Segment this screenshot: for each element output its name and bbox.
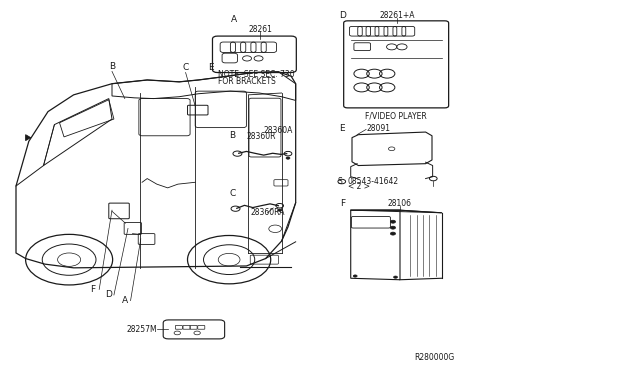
Text: F: F [340,199,345,208]
Polygon shape [26,135,31,141]
Text: 28257M: 28257M [126,325,157,334]
Text: A: A [230,15,237,24]
Circle shape [286,157,290,159]
Text: 28360RA: 28360RA [250,208,285,217]
Text: < 2 >: < 2 > [348,182,369,191]
Text: A: A [122,296,129,305]
Text: E: E [340,124,345,133]
Text: S: S [338,177,342,186]
Text: NOTE: SEE SEC. 730: NOTE: SEE SEC. 730 [218,70,294,79]
Text: D: D [339,11,346,20]
Text: 28261+A: 28261+A [379,11,415,20]
Circle shape [278,209,282,211]
Text: C: C [182,63,189,72]
Text: 28106: 28106 [388,199,412,208]
Circle shape [390,226,396,229]
Text: D: D [106,291,112,299]
Circle shape [390,220,396,223]
Text: FOR BRACKETS: FOR BRACKETS [218,77,275,86]
Text: C: C [229,189,236,198]
Text: 08543-41642: 08543-41642 [348,177,399,186]
Text: R280000G: R280000G [415,353,455,362]
Text: B: B [229,131,236,140]
Circle shape [390,232,396,235]
Circle shape [353,275,357,277]
Text: 28360A: 28360A [264,126,293,135]
Text: F: F [90,285,95,294]
Text: 28360R: 28360R [246,132,276,141]
Circle shape [394,276,397,278]
Text: B: B [109,62,115,71]
Text: 28091: 28091 [366,124,390,133]
Text: 28261: 28261 [248,25,273,33]
Text: E: E [209,63,214,72]
Text: F/VIDEO PLAYER: F/VIDEO PLAYER [365,112,426,121]
